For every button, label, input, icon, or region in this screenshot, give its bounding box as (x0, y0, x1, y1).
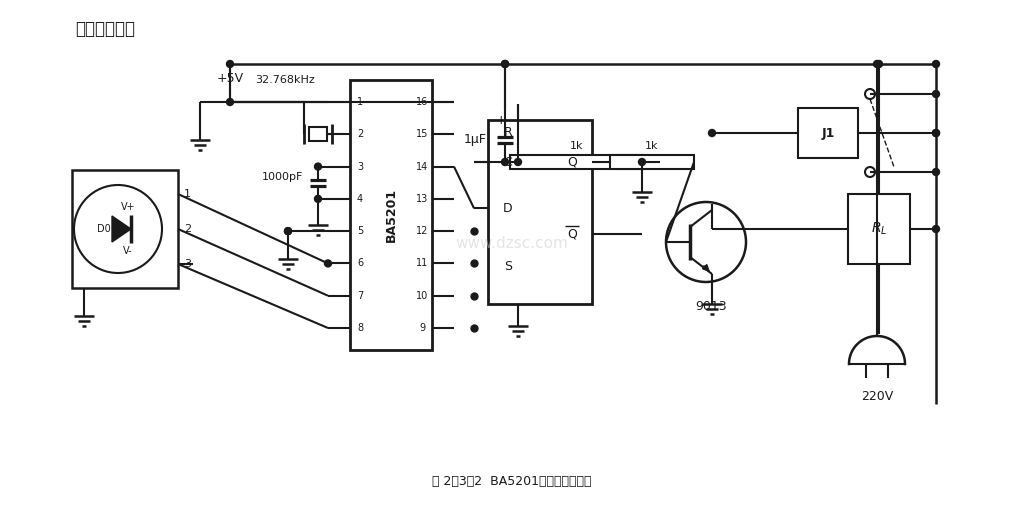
Text: V+: V+ (121, 202, 135, 212)
Text: 10: 10 (416, 291, 428, 301)
Text: $R_L$: $R_L$ (870, 221, 887, 237)
Text: 2: 2 (184, 224, 191, 234)
Text: 典型应用电路: 典型应用电路 (75, 20, 135, 38)
Text: www.dzsc.com: www.dzsc.com (456, 237, 568, 251)
Text: C: C (504, 156, 512, 168)
Circle shape (514, 159, 521, 165)
Circle shape (933, 225, 939, 232)
Text: V-: V- (123, 246, 133, 256)
Circle shape (865, 89, 874, 99)
Text: 13: 13 (416, 194, 428, 204)
Text: 1: 1 (184, 189, 191, 199)
Circle shape (226, 98, 233, 105)
Text: +: + (496, 114, 506, 126)
Text: 4: 4 (357, 194, 364, 204)
Text: 15: 15 (416, 130, 428, 139)
Circle shape (502, 60, 509, 68)
Circle shape (314, 196, 322, 202)
Circle shape (933, 130, 939, 137)
Text: 9013: 9013 (695, 300, 727, 312)
Text: 7: 7 (357, 291, 364, 301)
Circle shape (285, 228, 292, 234)
Bar (848, 194, 910, 264)
Circle shape (933, 91, 939, 97)
Bar (798, 108, 858, 158)
Text: 1k: 1k (645, 141, 658, 151)
Text: 220V: 220V (861, 390, 893, 402)
Text: 2: 2 (357, 130, 364, 139)
Text: R: R (504, 125, 512, 139)
Circle shape (285, 228, 292, 234)
Circle shape (502, 60, 509, 68)
Text: 12: 12 (416, 226, 428, 236)
Text: D0: D0 (97, 224, 111, 234)
Circle shape (873, 60, 881, 68)
Text: 图 2－3－2  BA5201典型应用电路图: 图 2－3－2 BA5201典型应用电路图 (432, 475, 592, 488)
Text: 1: 1 (357, 97, 364, 107)
Text: 3: 3 (357, 162, 364, 172)
Circle shape (226, 60, 233, 68)
Text: 3: 3 (184, 259, 191, 269)
Circle shape (933, 60, 939, 68)
Text: 1k: 1k (570, 141, 584, 151)
Text: 11: 11 (416, 259, 428, 268)
Text: 14: 14 (416, 162, 428, 172)
Text: +5V: +5V (216, 72, 244, 84)
Circle shape (876, 60, 883, 68)
Circle shape (314, 163, 322, 170)
Bar (488, 120, 592, 304)
Text: BA5201: BA5201 (384, 188, 397, 242)
Bar (350, 80, 432, 350)
Text: 1000pF: 1000pF (262, 172, 304, 182)
Bar (72, 170, 178, 288)
Bar (610, 155, 694, 169)
Circle shape (933, 168, 939, 176)
Circle shape (933, 130, 939, 137)
Text: 1μF: 1μF (464, 134, 486, 146)
Text: 5: 5 (357, 226, 364, 236)
Circle shape (865, 167, 874, 177)
Text: 16: 16 (416, 97, 428, 107)
Bar (309, 127, 327, 141)
Text: Q: Q (567, 156, 577, 168)
Circle shape (502, 159, 509, 165)
Circle shape (709, 130, 716, 137)
Circle shape (325, 260, 332, 267)
Polygon shape (112, 216, 131, 242)
Text: 8: 8 (357, 323, 364, 333)
Text: 6: 6 (357, 259, 364, 268)
Text: S: S (504, 260, 512, 272)
Circle shape (639, 159, 645, 165)
Bar (510, 155, 644, 169)
Text: D: D (503, 202, 513, 215)
Text: 32.768kHz: 32.768kHz (255, 75, 314, 85)
Text: 9: 9 (419, 323, 425, 333)
Text: J1: J1 (821, 126, 835, 139)
Text: Q: Q (567, 227, 577, 241)
